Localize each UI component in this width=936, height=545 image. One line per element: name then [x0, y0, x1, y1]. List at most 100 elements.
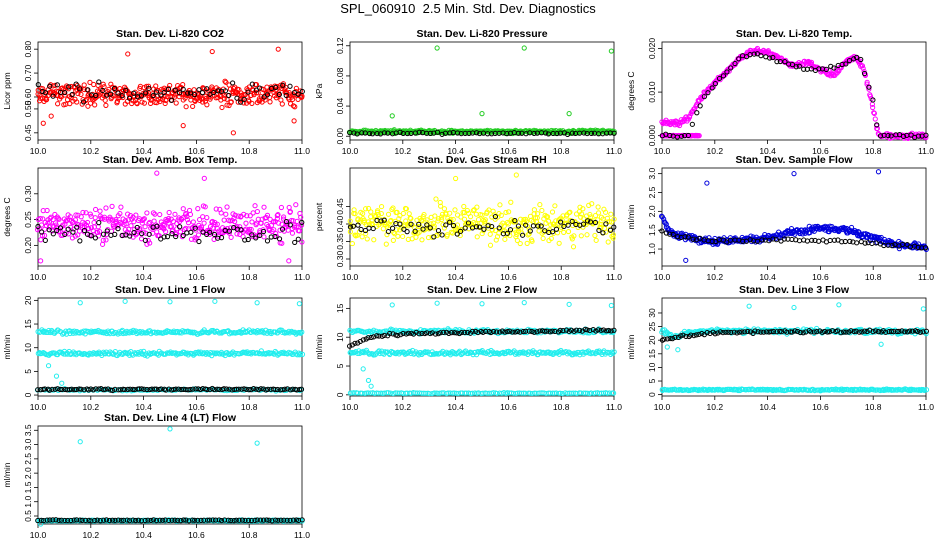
y-tick-label: 3.0 — [647, 167, 657, 179]
data-point — [213, 299, 217, 303]
data-point — [475, 235, 479, 239]
y-axis-label: degrees C — [2, 197, 12, 236]
y-tick-label: 1.5 — [647, 224, 657, 236]
y-tick-label: 0.5 — [23, 510, 33, 522]
data-point — [434, 197, 438, 201]
data-point — [567, 112, 571, 116]
data-point — [596, 205, 600, 209]
y-axis-label: ml/min — [626, 204, 636, 229]
data-point — [293, 105, 297, 109]
data-point — [255, 209, 259, 213]
data-point — [78, 301, 82, 305]
chart-title: Stan. Dev. Li-820 Pressure — [416, 28, 547, 40]
data-point — [205, 103, 209, 107]
data-point — [143, 225, 147, 229]
data-point — [371, 226, 375, 230]
data-point — [168, 300, 172, 304]
x-tick-label: 10.2 — [707, 272, 724, 282]
data-point — [280, 102, 284, 106]
data-point — [287, 205, 291, 209]
data-point — [474, 212, 478, 216]
data-point — [579, 234, 583, 238]
data-point — [297, 302, 301, 306]
data-point — [202, 176, 206, 180]
y-tick-label: 5 — [335, 363, 345, 368]
x-tick-label: 10.0 — [342, 272, 359, 282]
x-tick-label: 10.4 — [447, 402, 464, 412]
data-point — [442, 207, 446, 211]
data-point — [384, 242, 388, 246]
y-tick-label: 0.000 — [647, 125, 657, 147]
data-point — [366, 378, 370, 382]
data-point — [609, 49, 613, 53]
x-tick-label: 10.6 — [188, 272, 205, 282]
x-tick-label: 10.0 — [30, 272, 47, 282]
x-tick-label: 10.4 — [447, 272, 464, 282]
y-tick-label: 0.08 — [335, 67, 345, 84]
y-tick-label: 0 — [647, 392, 657, 397]
data-point — [39, 238, 43, 242]
data-point — [435, 46, 439, 50]
data-point — [255, 301, 259, 305]
data-point — [288, 84, 292, 88]
data-point — [386, 212, 390, 216]
data-point — [876, 170, 880, 174]
data-point — [181, 124, 185, 128]
data-point — [480, 112, 484, 116]
data-point — [100, 242, 104, 246]
y-tick-label: 0.35 — [335, 233, 345, 250]
data-point — [222, 218, 226, 222]
y-tick-label: 2.0 — [647, 205, 657, 217]
y-axis-label: ml/min — [2, 462, 12, 487]
data-point — [365, 237, 369, 241]
x-tick-label: 10.2 — [707, 402, 724, 412]
data-point — [104, 206, 108, 210]
data-point — [126, 52, 130, 56]
plot-frame — [350, 42, 614, 140]
chart-title: Stan. Dev. Line 4 (LT) Flow — [104, 412, 237, 424]
data-point — [488, 232, 492, 236]
data-point — [503, 237, 507, 241]
x-tick-label: 10.2 — [395, 272, 412, 282]
chart-title: Stan. Dev. Li-820 CO2 — [116, 28, 224, 40]
data-point — [54, 374, 58, 378]
data-point — [837, 303, 841, 307]
chart-title: Stan. Dev. Line 2 Flow — [427, 284, 538, 296]
data-point — [294, 203, 298, 207]
data-point — [143, 238, 147, 242]
x-tick-label: 10.4 — [759, 272, 776, 282]
y-tick-label: 0 — [335, 392, 345, 397]
x-tick-label: 10.6 — [500, 402, 517, 412]
y-axis-label: degrees C — [626, 71, 636, 110]
data-point — [873, 117, 877, 121]
y-tick-label: 0.30 — [23, 185, 33, 202]
data-point — [401, 211, 405, 215]
y-tick-label: 0.25 — [23, 211, 33, 228]
data-point — [498, 203, 502, 207]
y-tick-label: 0.80 — [23, 41, 33, 58]
data-point — [293, 240, 297, 244]
data-point — [550, 210, 554, 214]
chart-title: Stan. Dev. Gas Stream RH — [417, 154, 546, 166]
data-point — [103, 98, 107, 102]
data-point — [522, 46, 526, 50]
data-point — [201, 215, 205, 219]
chart-title: Stan. Dev. Line 1 Flow — [115, 284, 226, 296]
y-axis-label: percent — [314, 202, 324, 231]
data-point — [123, 299, 127, 303]
data-point — [262, 205, 266, 209]
y-tick-label: 3.5 — [23, 424, 33, 436]
data-point — [290, 231, 294, 235]
data-point — [155, 171, 159, 175]
data-point — [381, 227, 385, 231]
data-point — [279, 205, 283, 209]
x-tick-label: 10.8 — [553, 402, 570, 412]
x-tick-label: 11.0 — [606, 272, 622, 282]
